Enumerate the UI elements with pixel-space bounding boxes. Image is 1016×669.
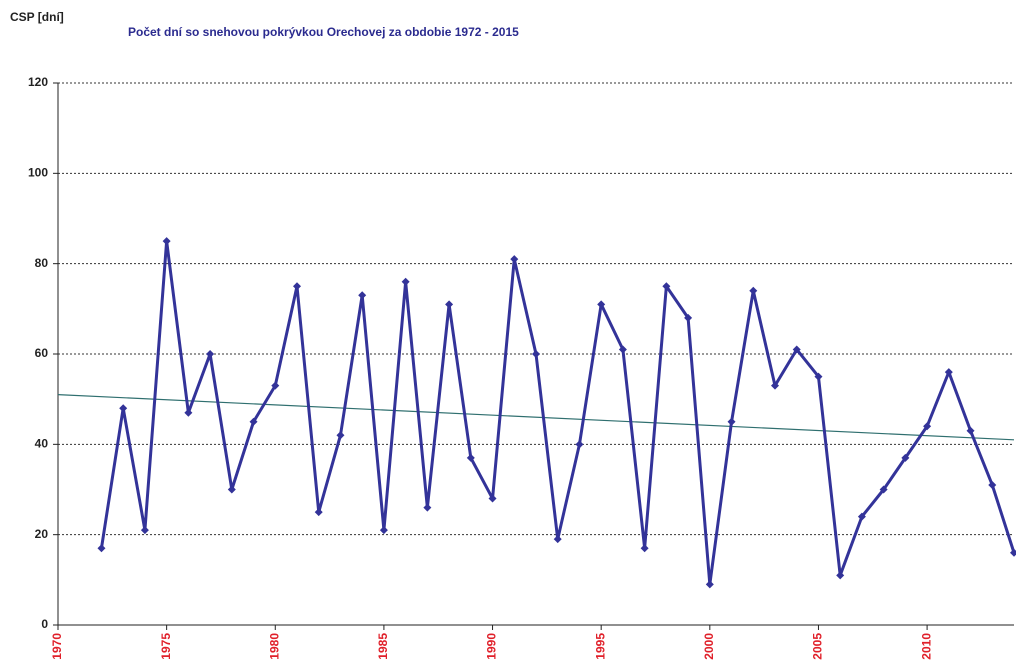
point-marker [140, 526, 149, 535]
y-tick-label: 100 [28, 166, 48, 180]
point-marker [836, 571, 845, 580]
point-marker [857, 512, 866, 521]
point-marker [379, 526, 388, 535]
point-marker [966, 426, 975, 435]
x-tick-label: 1980 [267, 633, 281, 660]
point-marker [988, 480, 997, 489]
point-marker [336, 431, 345, 440]
y-tick-label: 120 [28, 75, 48, 89]
point-marker [553, 535, 562, 544]
point-marker [923, 422, 932, 431]
point-marker [532, 350, 540, 358]
point-marker [119, 404, 128, 413]
point-marker [618, 345, 627, 354]
point-marker [944, 368, 953, 377]
y-axis-label: CSP [dní] [10, 10, 64, 24]
point-marker [249, 417, 258, 426]
x-tick-label: 2010 [919, 633, 933, 660]
point-marker [684, 313, 693, 322]
point-marker [293, 282, 301, 291]
point-marker [640, 544, 649, 553]
x-tick-label: 1985 [376, 633, 390, 660]
point-marker [1010, 548, 1016, 557]
point-marker [814, 372, 823, 381]
point-marker [466, 453, 475, 462]
x-tick-label: 1990 [485, 633, 499, 660]
x-tick-label: 1995 [593, 633, 607, 660]
point-marker [423, 503, 432, 512]
series-line [99, 239, 1016, 586]
point-marker [271, 381, 280, 390]
point-marker [662, 282, 671, 291]
x-tick-label: 2000 [702, 633, 716, 660]
point-marker [314, 508, 323, 517]
point-marker [749, 286, 758, 295]
trend-line [57, 394, 1015, 441]
point-marker [771, 381, 779, 390]
y-tick-label: 0 [41, 617, 48, 631]
y-tick-label: 20 [35, 527, 49, 541]
point-marker [184, 408, 193, 417]
point-marker [879, 485, 888, 494]
point-marker [705, 580, 714, 589]
y-tick-label: 80 [35, 256, 49, 270]
point-marker [727, 417, 736, 426]
point-marker [575, 440, 584, 449]
point-marker [206, 350, 215, 358]
point-marker [401, 277, 410, 286]
point-marker [358, 291, 367, 300]
point-marker [901, 453, 910, 462]
x-tick-label: 1975 [159, 633, 173, 660]
chart-title: Počet dní so snehovou pokrývkou Orechove… [128, 25, 519, 39]
y-tick-label: 60 [35, 346, 49, 360]
point-marker [510, 255, 519, 264]
x-tick-label: 1970 [50, 633, 64, 660]
point-marker [792, 345, 801, 354]
point-marker [97, 544, 106, 553]
x-tick-label: 2005 [811, 633, 825, 660]
y-tick-label: 40 [35, 437, 49, 451]
point-marker [162, 237, 171, 246]
point-marker [445, 300, 454, 309]
point-marker [227, 485, 236, 494]
point-marker [488, 494, 497, 503]
point-marker [597, 300, 606, 309]
